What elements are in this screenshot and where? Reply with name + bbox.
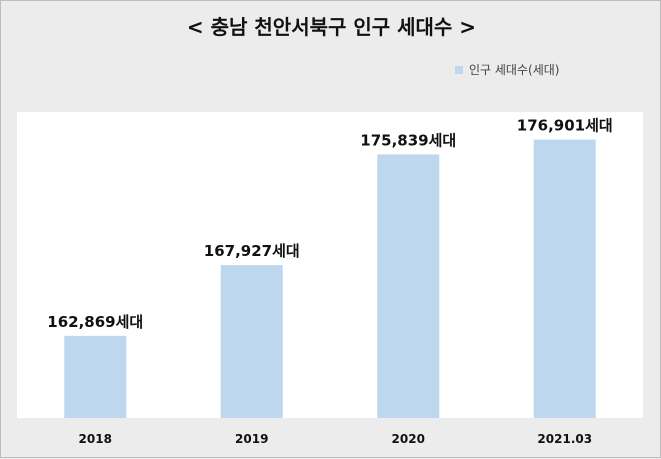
bar-2018 xyxy=(64,335,127,418)
data-label-2019: 167,927세대 xyxy=(204,242,300,260)
chart-title: < 충남 천안서북구 인구 세대수 > xyxy=(186,15,477,39)
x-tick-2021.03: 2021.03 xyxy=(537,432,592,446)
data-label-2018: 162,869세대 xyxy=(47,313,143,331)
data-label-2020: 175,839세대 xyxy=(360,131,456,149)
data-label-2021.03: 176,901세대 xyxy=(517,117,613,135)
x-tick-2019: 2019 xyxy=(235,432,268,446)
legend-label: 인구 세대수(세대) xyxy=(469,63,560,77)
bar-2020 xyxy=(377,154,440,419)
x-tick-2020: 2020 xyxy=(392,432,425,446)
legend: 인구 세대수(세대) xyxy=(455,61,559,78)
bar-2019 xyxy=(220,265,283,418)
x-tick-2018: 2018 xyxy=(79,432,112,446)
legend-swatch xyxy=(455,65,463,74)
bar-2021.03 xyxy=(533,139,596,418)
